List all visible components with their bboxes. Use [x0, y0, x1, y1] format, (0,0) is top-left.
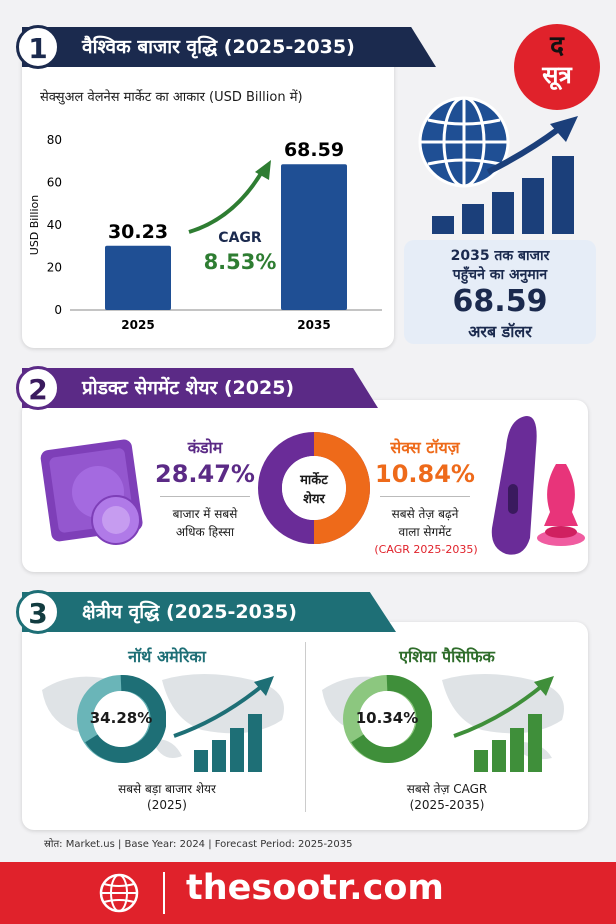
- ap-growth-bars-icon: [453, 676, 554, 772]
- cagr-value: 8.53%: [203, 250, 277, 274]
- forecast-line2: पहुँचने का अनुमान: [452, 267, 548, 283]
- chart-subtitle: सेक्सुअल वेलनेस मार्केट का आकार (USD Bil…: [40, 90, 303, 105]
- section2-title: प्रोडक्ट सेगमेंट शेयर (2025): [82, 377, 295, 399]
- toys-desc3: (CAGR 2025-2035): [374, 543, 478, 556]
- donut-line2: शेयर: [303, 492, 325, 507]
- forecast-box: 2035 तक बाजार पहुँचने का अनुमान 68.59 अर…: [404, 240, 596, 344]
- ap-label: एशिया पैसिफिक: [399, 647, 495, 666]
- ap-desc1: सबसे तेज़ CAGR: [406, 782, 488, 796]
- na-value: 34.28%: [89, 709, 153, 727]
- section1-banner: वैश्विक बाजार वृद्धि (2025-2035): [22, 27, 436, 67]
- condom-icon: [40, 439, 143, 545]
- na-growth-bars-icon: [173, 676, 274, 772]
- y-tick-label: 40: [47, 218, 62, 232]
- x-tick-label: 2035: [297, 318, 330, 332]
- globe-icon: [418, 96, 510, 188]
- toys-desc1: सबसे तेज़ बढ़ने: [391, 507, 459, 521]
- bar-2035: [281, 164, 347, 310]
- market-size-chart: USD Billion 0 20 40 60 80 30.23 2025 68.59 2035: [28, 133, 382, 332]
- na-label: नॉर्थ अमेरिका: [128, 647, 206, 666]
- thesootr-logo: द सूत्र: [514, 24, 600, 110]
- condom-label: कंडोम: [187, 438, 223, 457]
- ap-value: 10.34%: [355, 709, 419, 727]
- x-tick-label: 2025: [121, 318, 154, 332]
- logo-line2: सूत्र: [542, 61, 572, 89]
- toys-value: 10.84%: [375, 460, 475, 488]
- toy-products-icon: [491, 416, 585, 555]
- section2-banner: प्रोडक्ट सेगमेंट शेयर (2025): [22, 368, 378, 408]
- forecast-unit: अरब डॉलर: [468, 322, 532, 341]
- condom-value: 28.47%: [155, 460, 255, 488]
- y-tick-label: 0: [54, 303, 62, 317]
- section3-title: क्षेत्रीय वृद्धि (2025-2035): [82, 601, 297, 623]
- toys-desc2: वाला सेगमेंट: [398, 525, 452, 539]
- section2-number-badge: 2: [16, 366, 60, 410]
- y-tick-label: 80: [47, 133, 62, 147]
- y-axis-label: USD Billion: [28, 195, 41, 256]
- bar-value-label: 30.23: [108, 221, 168, 243]
- source-note: स्रोत: Market.us | Base Year: 2024 | For…: [44, 839, 353, 850]
- growth-bars-icon: [432, 116, 578, 234]
- section1-title: वैश्विक बाजार वृद्धि (2025-2035): [82, 36, 355, 58]
- logo-line1: द: [550, 31, 564, 61]
- footer-bar: thesootr.com: [0, 862, 616, 924]
- na-donut: [77, 674, 166, 763]
- section3-banner: क्षेत्रीय वृद्धि (2025-2035): [22, 592, 396, 632]
- section1-number-badge: 1: [16, 25, 60, 69]
- region-divider: [305, 642, 306, 812]
- na-desc1: सबसे बड़ा बाजार शेयर: [118, 782, 216, 796]
- footer-site-link[interactable]: thesootr.com: [186, 868, 444, 908]
- bar-value-label: 68.59: [284, 139, 344, 161]
- growth-arrow-icon: [188, 160, 271, 234]
- bar-2025: [105, 245, 171, 310]
- condom-desc1: बाजार में सबसे: [172, 507, 238, 521]
- section3-number-badge: 3: [16, 590, 60, 634]
- y-tick-label: 20: [47, 261, 62, 275]
- market-share-donut: [258, 432, 370, 544]
- toys-divider: [380, 496, 470, 497]
- y-tick-label: 60: [47, 176, 62, 190]
- toys-label: सेक्स टॉयज़: [390, 438, 460, 457]
- globe-footer-icon: [99, 873, 139, 913]
- forecast-line1: 2035 तक बाजार: [450, 248, 550, 264]
- footer-divider: [163, 872, 165, 914]
- condom-divider: [160, 496, 250, 497]
- ap-donut: [343, 674, 432, 763]
- donut-line1: मार्केट: [300, 473, 328, 488]
- ap-desc2: (2025-2035): [409, 798, 485, 812]
- condom-desc2: अधिक हिस्सा: [175, 525, 235, 539]
- cagr-label: CAGR: [218, 230, 262, 246]
- forecast-value: 68.59: [452, 284, 548, 319]
- na-desc2: (2025): [147, 798, 187, 812]
